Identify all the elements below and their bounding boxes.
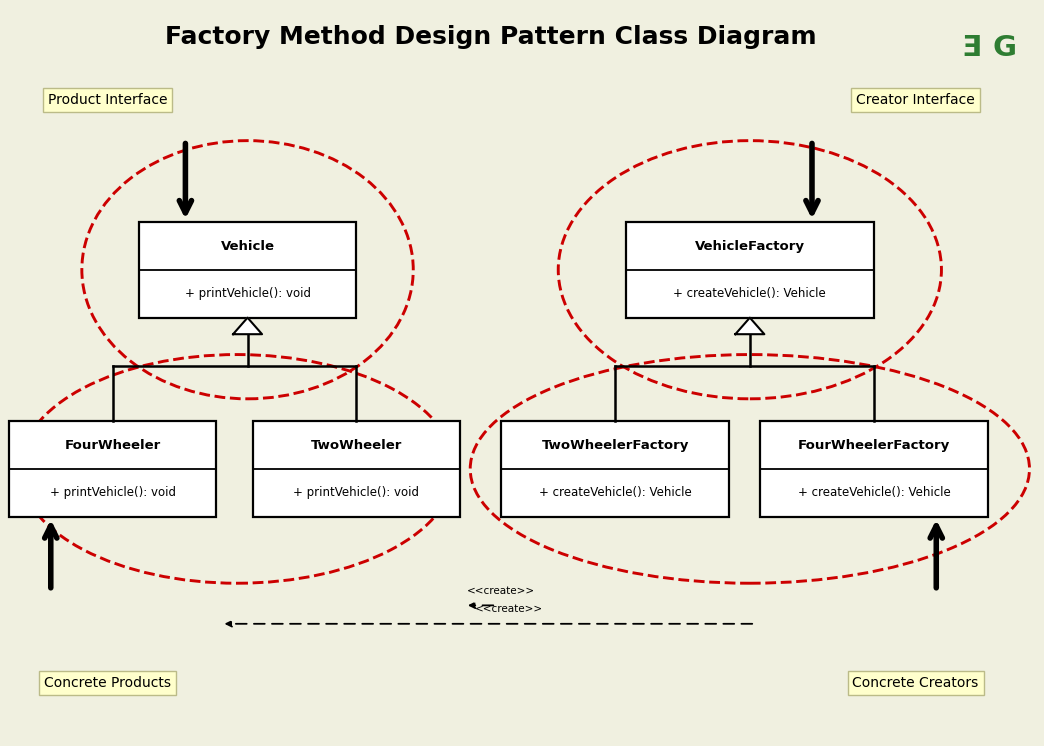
FancyBboxPatch shape	[760, 421, 988, 517]
Text: Concrete Creators: Concrete Creators	[853, 676, 978, 690]
Text: <<create>>: <<create>>	[475, 604, 543, 614]
FancyBboxPatch shape	[139, 222, 356, 318]
Polygon shape	[233, 318, 262, 334]
Text: Factory Method Design Pattern Class Diagram: Factory Method Design Pattern Class Diag…	[165, 25, 816, 49]
Text: Creator Interface: Creator Interface	[856, 93, 975, 107]
Text: + printVehicle(): void: + printVehicle(): void	[185, 286, 310, 300]
Text: + printVehicle(): void: + printVehicle(): void	[293, 486, 420, 499]
Text: Concrete Products: Concrete Products	[44, 676, 171, 690]
Text: + printVehicle(): void: + printVehicle(): void	[50, 486, 175, 499]
Text: Product Interface: Product Interface	[48, 93, 167, 107]
Text: TwoWheeler: TwoWheeler	[311, 439, 402, 452]
Text: <<create>>: <<create>>	[468, 586, 536, 596]
FancyBboxPatch shape	[253, 421, 459, 517]
Text: + createVehicle(): Vehicle: + createVehicle(): Vehicle	[673, 286, 826, 300]
Polygon shape	[735, 318, 764, 334]
Text: + createVehicle(): Vehicle: + createVehicle(): Vehicle	[798, 486, 950, 499]
Text: Ǝ: Ǝ	[962, 34, 981, 63]
Text: G: G	[993, 34, 1017, 63]
Text: TwoWheelerFactory: TwoWheelerFactory	[542, 439, 689, 452]
Text: VehicleFactory: VehicleFactory	[695, 239, 805, 253]
Text: Vehicle: Vehicle	[220, 239, 275, 253]
FancyBboxPatch shape	[9, 421, 216, 517]
Text: + createVehicle(): Vehicle: + createVehicle(): Vehicle	[539, 486, 691, 499]
Text: FourWheelerFactory: FourWheelerFactory	[798, 439, 950, 452]
Text: FourWheeler: FourWheeler	[65, 439, 161, 452]
FancyBboxPatch shape	[625, 222, 874, 318]
FancyBboxPatch shape	[501, 421, 729, 517]
